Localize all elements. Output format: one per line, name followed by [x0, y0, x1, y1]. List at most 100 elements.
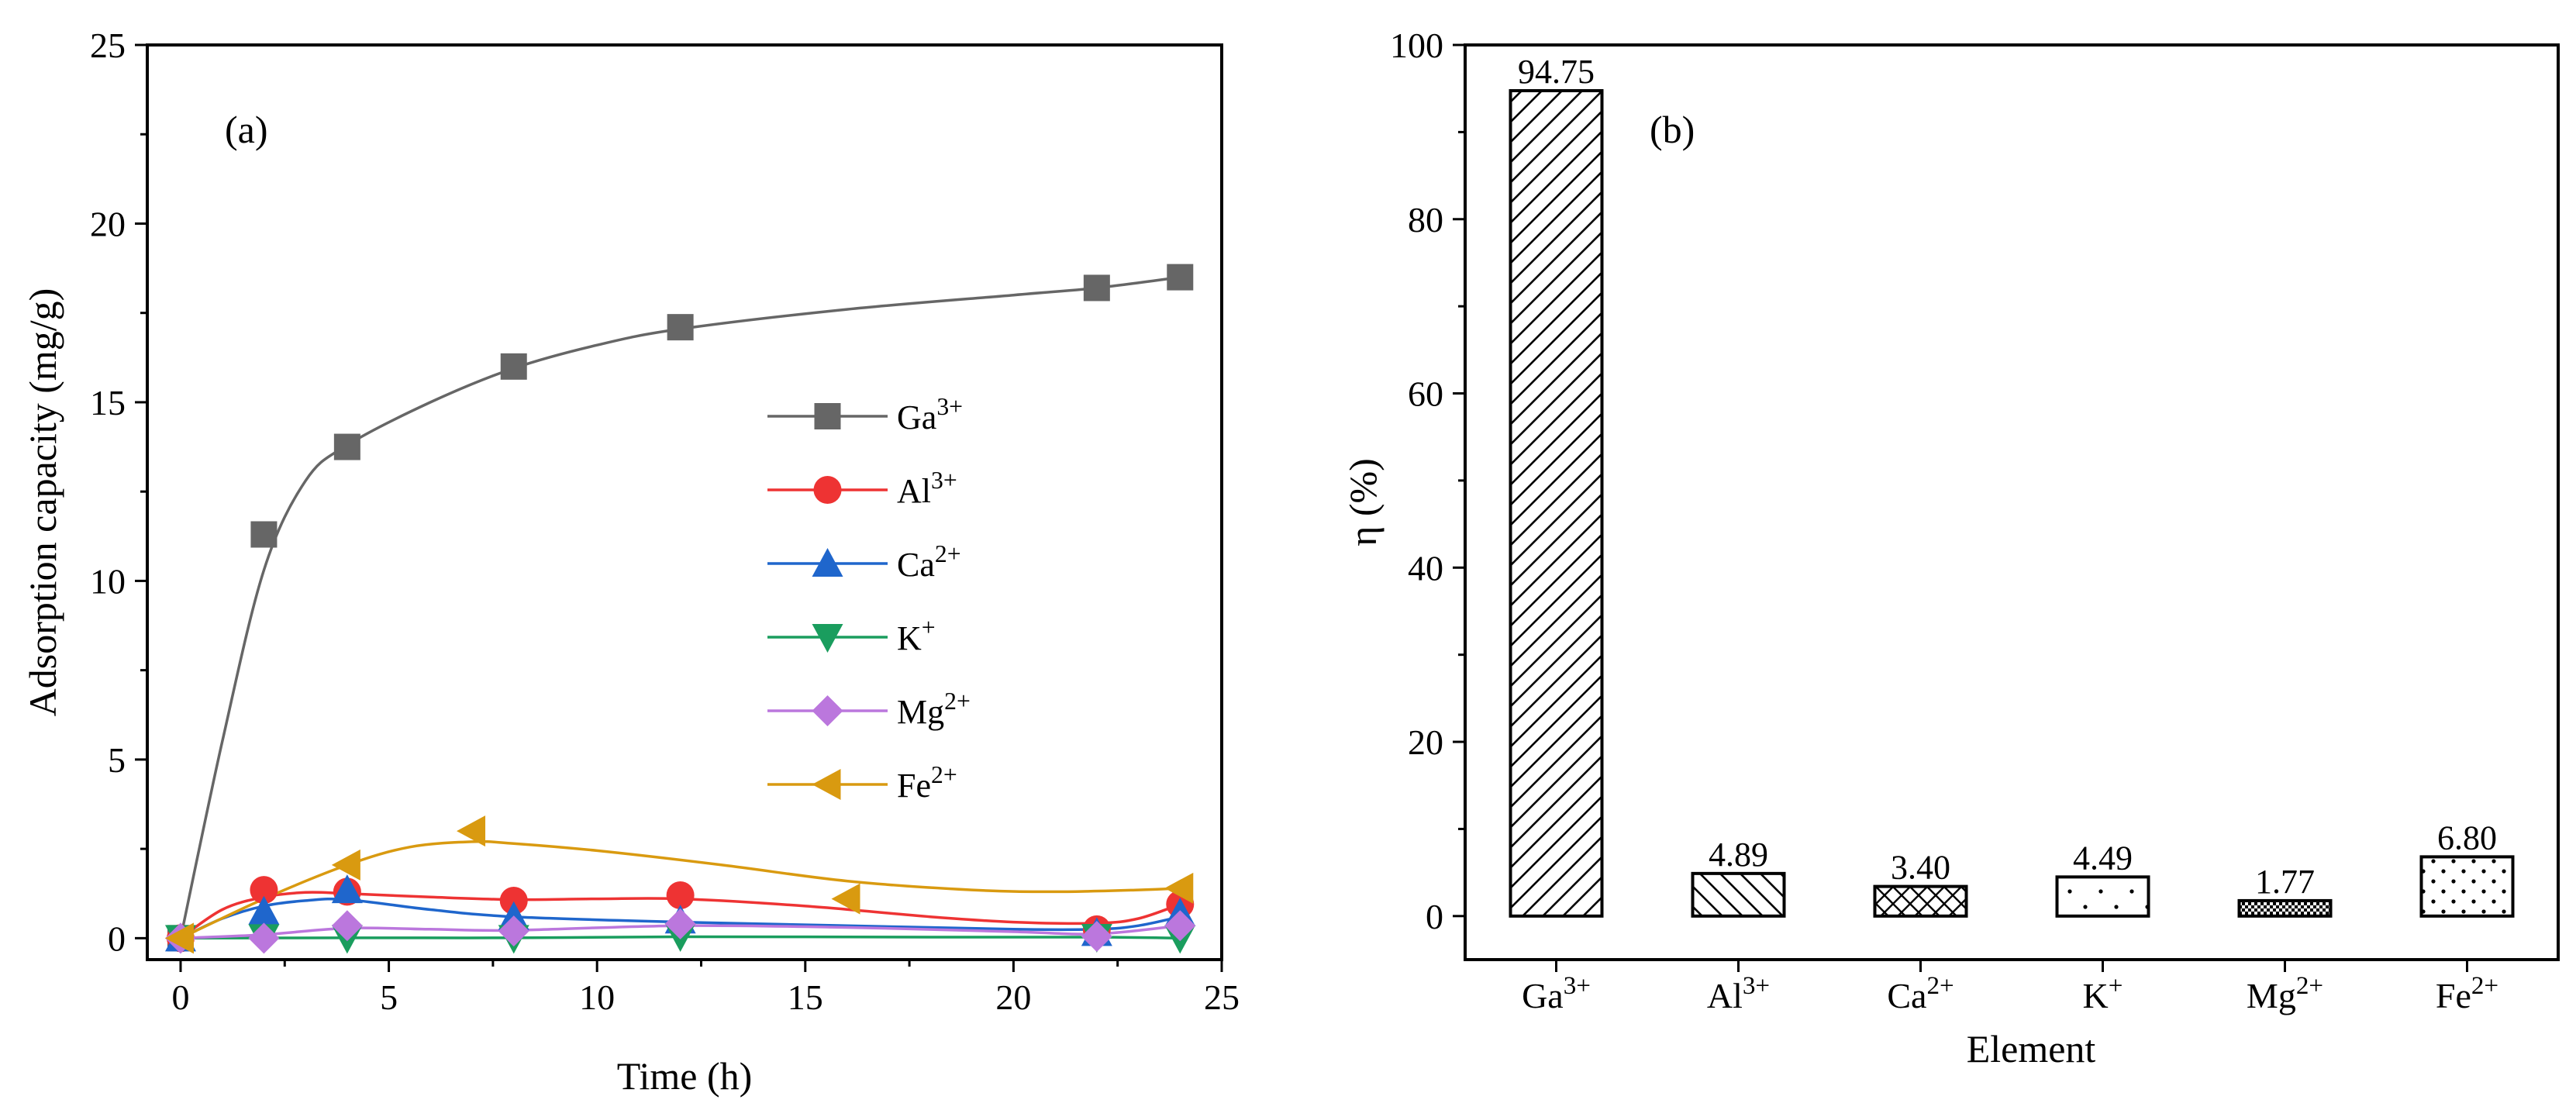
legend-label-ga: Ga3+ [897, 393, 963, 436]
data-point-mg [1164, 910, 1196, 942]
panel-b-y-tick-label: 40 [1408, 548, 1443, 588]
bar-value-label-ca: 3.40 [1891, 849, 1950, 887]
data-point-al [499, 886, 528, 915]
panel-a-x-tick-label: 0 [171, 977, 189, 1017]
legend-label-ca-charge: 2+ [935, 540, 961, 567]
data-point-mg [664, 908, 696, 939]
panel-a-legend: Ga3+Al3+Ca2+K+Mg2+Fe2+ [767, 393, 971, 805]
legend-label-mg-charge: 2+ [944, 688, 971, 715]
panel-a-y-tick-label: 15 [90, 383, 126, 422]
panel-b-bars: 94.75 4.89 3.40 4.49 1.77 6.80 [1509, 53, 2515, 918]
x-category-label-al-charge: 3+ [1743, 971, 1770, 1000]
data-point-mg [498, 915, 529, 947]
bar-value-label-mg: 1.77 [2255, 863, 2315, 901]
bar-k [2055, 875, 2150, 918]
bar-value-label-fe: 6.80 [2437, 819, 2497, 857]
x-category-label-al-symbol: Al [1707, 976, 1743, 1015]
data-point-fe [1164, 872, 1194, 904]
bar-value-label-k: 4.49 [2073, 839, 2133, 877]
x-category-label-k-symbol: K [2083, 976, 2109, 1015]
panel-a-markers [164, 264, 1196, 954]
panel-b-frame [1464, 43, 2560, 961]
legend-label-mg-symbol: Mg [897, 693, 944, 731]
legend-label-al: Al3+ [897, 467, 957, 510]
x-category-label-mg-charge: 2+ [2296, 971, 2323, 1000]
data-point-mg [1081, 921, 1112, 953]
legend-label-ga-charge: 3+ [936, 393, 963, 420]
legend-marker-k [812, 624, 843, 653]
legend-label-ca: Ca2+ [897, 540, 961, 584]
legend-label-mg: Mg2+ [897, 688, 971, 731]
x-category-label-k: K+ [2083, 971, 2123, 1015]
series-line-ga [179, 275, 1181, 939]
data-point-fe [164, 922, 194, 954]
panel-a-x-tick-label: 20 [995, 977, 1031, 1017]
x-category-label-ga-symbol: Ga [1522, 976, 1564, 1015]
bar-al [1691, 871, 1786, 918]
bar-ca [1873, 884, 1968, 918]
panel-a-y-tick-label: 10 [90, 561, 126, 601]
panel-a-y-tick-label: 20 [90, 204, 126, 243]
panel-a-y-axis-title: Adsorption capacity (mg/g) [21, 288, 64, 717]
data-point-mg [331, 910, 363, 942]
data-point-ca [248, 895, 280, 925]
panel-b-y-tick-label: 100 [1390, 26, 1443, 65]
x-category-label-fe-charge: 2+ [2471, 971, 2498, 1000]
data-point-ga [500, 353, 527, 380]
x-category-label-ca-charge: 2+ [1926, 971, 1954, 1000]
x-category-label-ga-charge: 3+ [1564, 971, 1591, 1000]
x-category-label-ga: Ga3+ [1522, 971, 1591, 1015]
legend-label-k: K+ [897, 614, 936, 657]
legend-label-ca-symbol: Ca [897, 546, 935, 584]
data-point-mg [248, 922, 280, 954]
x-category-label-fe: Fe2+ [2436, 971, 2498, 1015]
panel-a-y-tick-label: 25 [90, 26, 126, 65]
panel-b-x-axis-title: Element [1967, 1027, 2096, 1070]
data-point-al [250, 876, 278, 905]
x-category-label-fe-symbol: Fe [2436, 976, 2471, 1015]
panel-a-curves [179, 275, 1181, 940]
data-point-al [666, 881, 695, 910]
panel-b-y-tick-label: 80 [1408, 200, 1443, 240]
legend-label-k-symbol: K [897, 619, 922, 657]
legend-marker-ca [812, 548, 843, 577]
legend-label-fe-charge: 2+ [931, 761, 957, 788]
data-point-fe [831, 883, 860, 915]
bar-ga [1509, 89, 1604, 918]
panel-a-ticks: 0 5 10 15 20 25 0 5 10 15 20 25 [90, 26, 1240, 1017]
bar-fe [2419, 855, 2515, 918]
data-point-ga [1167, 264, 1194, 291]
x-category-label-k-charge: + [2109, 971, 2123, 1000]
data-point-ga [667, 314, 694, 341]
x-category-label-al: Al3+ [1707, 971, 1770, 1015]
series-line-ca [180, 898, 1181, 939]
legend-label-ga-symbol: Ga [897, 398, 936, 436]
panel-a-label: (a) [225, 108, 268, 151]
series-line-al [180, 891, 1181, 939]
panel-b-y-tick-label: 20 [1408, 722, 1443, 762]
x-category-label-mg: Mg2+ [2247, 971, 2323, 1015]
data-point-ga [250, 521, 278, 548]
legend-label-al-charge: 3+ [931, 467, 957, 494]
panel-a-x-tick-label: 15 [788, 977, 823, 1017]
panel-b-y-tick-label: 60 [1408, 374, 1443, 414]
bar-mg [2237, 898, 2333, 918]
x-category-label-ca-symbol: Ca [1887, 976, 1926, 1015]
legend-label-k-charge: + [922, 614, 936, 641]
panel-a-x-tick-label: 5 [380, 977, 398, 1017]
legend-marker-mg [812, 695, 843, 726]
panel-b-y-tick-label: 0 [1426, 897, 1443, 936]
bar-value-label-ga: 94.75 [1518, 53, 1595, 91]
bar-value-label-al: 4.89 [1709, 836, 1768, 874]
series-line-mg [180, 924, 1181, 940]
panel-a-x-axis-title: Time (h) [617, 1054, 753, 1098]
legend-label-fe: Fe2+ [897, 761, 957, 805]
data-point-fe [331, 849, 360, 881]
data-point-ga [333, 433, 360, 460]
panel-a-y-tick-label: 5 [108, 740, 126, 780]
data-point-ga [1083, 274, 1110, 302]
panel-a-frame [146, 43, 1223, 961]
